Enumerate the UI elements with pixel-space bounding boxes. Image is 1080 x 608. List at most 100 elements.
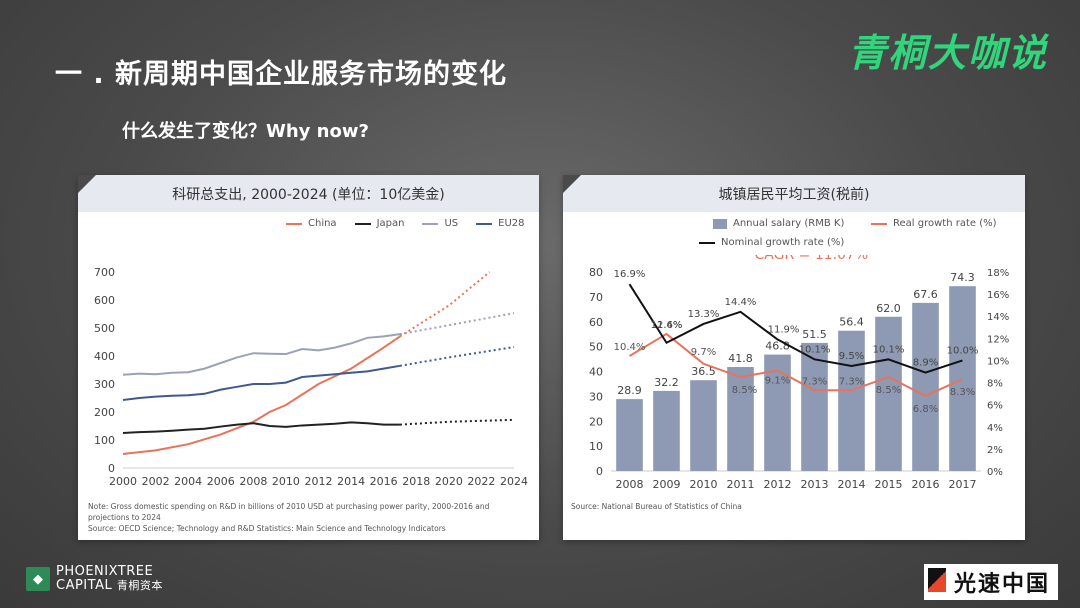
salary-bar xyxy=(690,380,717,471)
y-tick-label: 300 xyxy=(94,378,115,391)
nominal-growth-label: 10.1% xyxy=(799,344,831,355)
legend-label: Real growth rate (%) xyxy=(893,218,997,229)
salary-bar xyxy=(801,342,828,471)
y-right-tick-label: 16% xyxy=(987,290,1009,301)
real-growth-label: 9.1% xyxy=(765,375,790,386)
real-growth-line xyxy=(628,332,963,397)
y-tick-label: 0 xyxy=(108,462,115,475)
series-projection-US xyxy=(399,312,515,336)
x-tick-label: 2014 xyxy=(337,475,365,488)
legend-label: China xyxy=(308,218,337,229)
rd-note-line2: projections to 2024 xyxy=(88,513,161,522)
legend-swatch xyxy=(354,222,371,225)
real-growth-label: 7.3% xyxy=(839,376,864,387)
rd-note-line1: Note: Gross domestic spending on R&D in … xyxy=(88,502,490,511)
real-growth-label: 8.5% xyxy=(876,385,901,396)
x-tick-label: 2017 xyxy=(949,478,977,491)
x-tick-label: 2018 xyxy=(402,475,430,488)
nominal-growth-label: 10.1% xyxy=(873,344,905,355)
y-right-tick-label: 4% xyxy=(987,423,1003,434)
rd-line-chart: 0 100 200 300 400 500 600 700 2000 2002 2004 2006 20… xyxy=(94,266,528,488)
nominal-growth-label: 9.5% xyxy=(839,351,864,362)
y-left-tick-label: 40 xyxy=(589,366,603,379)
legend-label: Annual salary (RMB K) xyxy=(733,218,845,229)
x-tick-label: 2012 xyxy=(764,478,792,491)
nominal-growth-label: 8.9% xyxy=(913,358,938,369)
y-left-tick-label: 0 xyxy=(596,465,603,478)
lightspeed-china-logo: 光速中国 xyxy=(923,564,1058,600)
y-right-tick-label: 8% xyxy=(987,379,1003,390)
salary-bar xyxy=(764,354,791,471)
real-growth-label: 8.5% xyxy=(732,385,757,396)
x-tick-label: 2008 xyxy=(239,475,267,488)
legend-label: Japan xyxy=(376,218,405,229)
series-line-EU28 xyxy=(122,364,401,401)
legend-swatch xyxy=(871,222,887,225)
legend-swatch xyxy=(476,222,493,225)
legend-label: EU28 xyxy=(498,218,525,229)
y-right-tick-label: 12% xyxy=(987,334,1009,345)
legend-item: US xyxy=(422,218,458,229)
nominal-growth-line xyxy=(628,283,963,374)
nominal-growth-label: 13.3% xyxy=(688,309,720,320)
phoenixtree-mark-icon: ◆ xyxy=(26,567,50,591)
series-line-China xyxy=(122,335,401,455)
x-tick-label: 2002 xyxy=(142,475,170,488)
y-left-tick-label: 20 xyxy=(589,415,603,428)
y-right-tick-label: 6% xyxy=(987,401,1003,412)
salary-bar xyxy=(912,302,939,471)
salary-bar xyxy=(838,330,865,471)
legend-label: Nominal growth rate (%) xyxy=(721,237,845,248)
series-line-US xyxy=(122,333,401,376)
real-growth-label: 8.3% xyxy=(950,387,975,398)
real-growth-label: 12.4% xyxy=(651,320,683,331)
nominal-growth-label: 11.6% xyxy=(651,320,683,331)
legend-swatch xyxy=(422,222,439,225)
legend-item: Japan xyxy=(354,218,405,229)
y-tick-label: 600 xyxy=(94,294,115,307)
salary-bar xyxy=(727,367,754,471)
x-tick-label: 2013 xyxy=(801,478,829,491)
salary-bar-label: 74.3 xyxy=(950,271,975,284)
rd-note-line3: Source: OECD Science; Technology and R&D… xyxy=(88,524,446,533)
x-tick-label: 2000 xyxy=(109,475,137,488)
salary-bar xyxy=(616,399,643,471)
x-tick-label: 2010 xyxy=(272,475,300,488)
series-projection-EU28 xyxy=(399,346,515,367)
legend-label: US xyxy=(444,218,459,229)
slide-subtitle: 什么发生了变化？Why now? xyxy=(122,121,369,142)
x-tick-label: 2016 xyxy=(912,478,940,491)
salary-bar-label: 67.6 xyxy=(913,288,938,301)
real-growth-label: 6.8% xyxy=(913,404,938,415)
rd-legend: China Japan US EU28 xyxy=(286,218,525,229)
y-right-tick-label: 18% xyxy=(987,268,1009,279)
salary-bar xyxy=(875,316,902,471)
series-projection-Japan xyxy=(399,418,515,426)
x-tick-label: 2015 xyxy=(875,478,903,491)
y-tick-label: 400 xyxy=(94,350,115,363)
x-tick-label: 2012 xyxy=(305,475,333,488)
x-tick-label: 2022 xyxy=(467,475,495,488)
salary-bar-label: 51.5 xyxy=(802,328,827,341)
y-left-tick-label: 50 xyxy=(589,341,603,354)
legend-swatch xyxy=(699,241,715,244)
nominal-growth-label: 16.9% xyxy=(614,269,646,280)
y-right-tick-label: 2% xyxy=(987,445,1003,456)
nominal-growth-label: 10.0% xyxy=(947,345,979,356)
x-tick-label: 2024 xyxy=(500,475,528,488)
real-growth-label: 9.7% xyxy=(691,347,716,358)
y-left-tick-label: 10 xyxy=(589,440,603,453)
nominal-growth-label: 11.9% xyxy=(768,324,800,335)
x-tick-label: 2008 xyxy=(616,478,644,491)
y-tick-label: 500 xyxy=(94,322,115,335)
phoenixtree-logo: ◆ PHOENIXTREE CAPITAL 青桐资本 xyxy=(26,565,163,593)
x-tick-label: 2014 xyxy=(838,478,866,491)
y-right-tick-label: 0% xyxy=(987,467,1003,478)
nominal-growth-label: 14.4% xyxy=(725,297,757,308)
brand-logo: 青桐大咖说 xyxy=(847,31,1048,75)
y-left-tick-label: 30 xyxy=(589,390,603,403)
rd-spending-panel: 科研总支出, 2000-2024 (单位：10亿美金) China Japan US… xyxy=(78,175,539,540)
salary-bar xyxy=(653,390,680,471)
salary-bar-label: 56.4 xyxy=(839,316,864,329)
slide-title: 一 . 新周期中国企业服务市场的变化 xyxy=(55,59,508,90)
